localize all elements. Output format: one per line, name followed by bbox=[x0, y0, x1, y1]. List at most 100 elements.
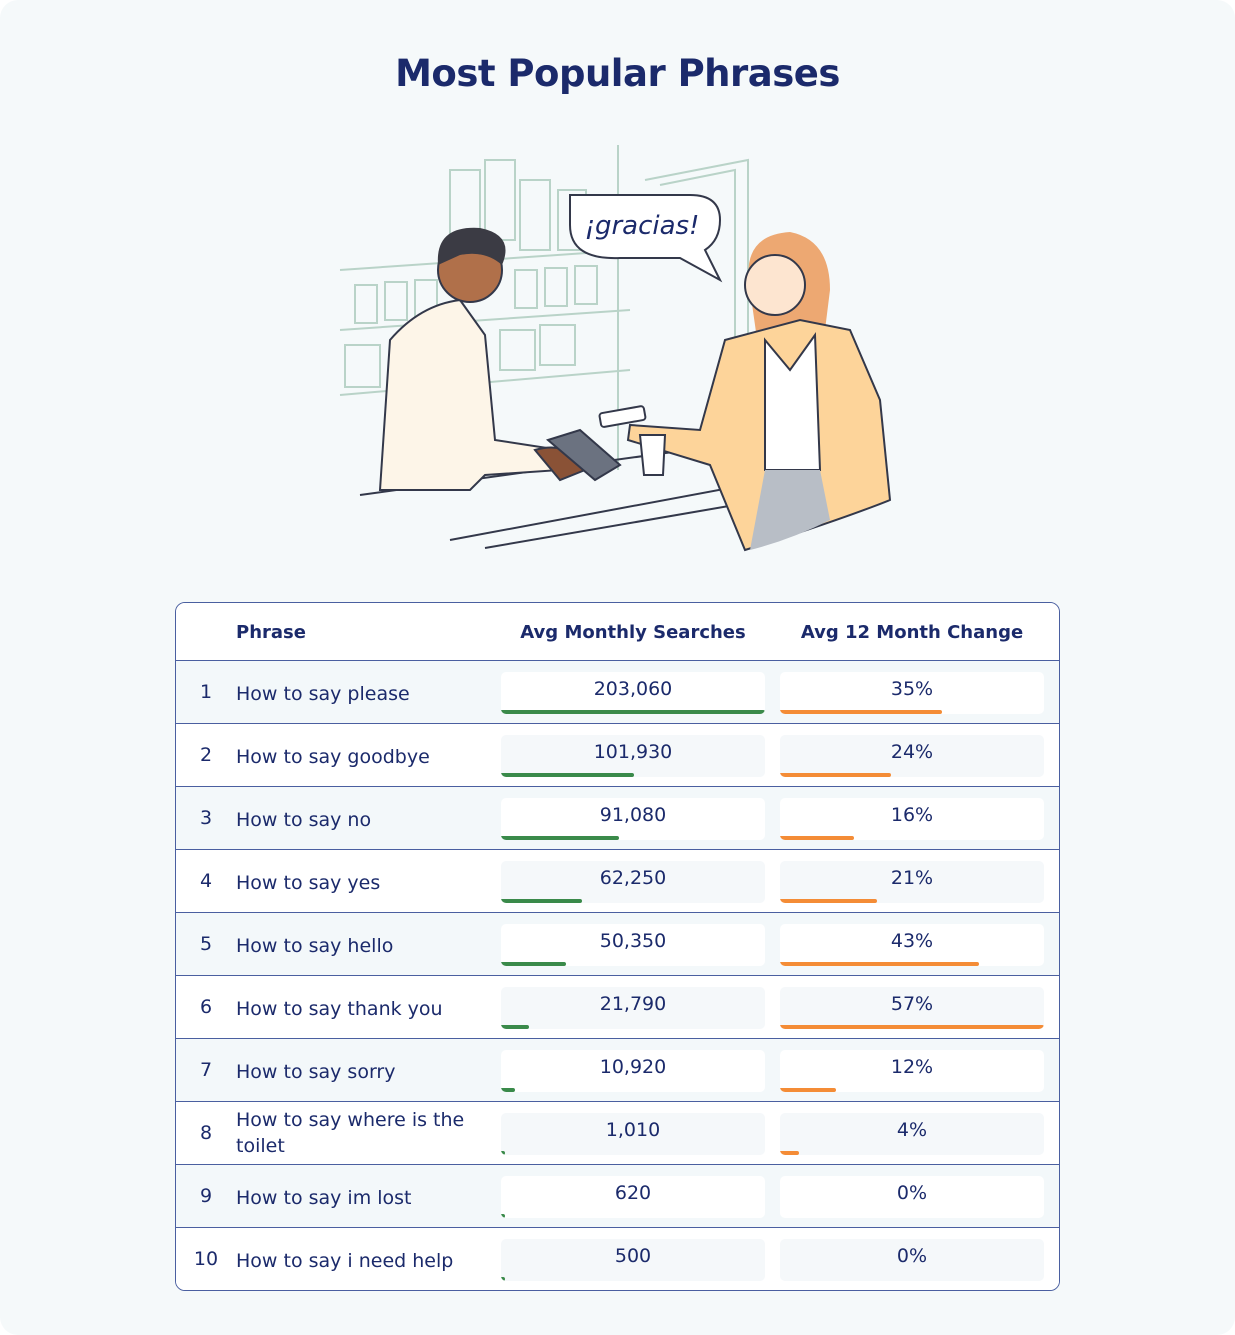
searches-value: 1,010 bbox=[605, 1119, 661, 1141]
change-cell: 57% bbox=[780, 987, 1044, 1029]
cashier-figure bbox=[378, 227, 587, 491]
searches-bar bbox=[501, 899, 582, 903]
table-header: Phrase Avg Monthly Searches Avg 12 Month… bbox=[176, 603, 1059, 661]
rank: 4 bbox=[199, 870, 213, 892]
change-cell: 16% bbox=[780, 798, 1044, 840]
change-value: 4% bbox=[896, 1119, 928, 1141]
change-bar bbox=[780, 1025, 1044, 1029]
table-row: 1 How to say please 203,060 35% bbox=[176, 661, 1059, 724]
change-cell: 12% bbox=[780, 1050, 1044, 1092]
table-row: 5 How to say hello 50,350 43% bbox=[176, 913, 1059, 976]
change-cell: 4% bbox=[780, 1113, 1044, 1155]
searches-cell: 50,350 bbox=[501, 924, 765, 966]
searches-cell: 91,080 bbox=[501, 798, 765, 840]
phrase: How to say i need help bbox=[236, 1250, 454, 1272]
change-value: 21% bbox=[890, 867, 934, 889]
rank: 5 bbox=[199, 933, 213, 955]
searches-value: 10,920 bbox=[599, 1056, 667, 1078]
change-cell: 35% bbox=[780, 672, 1044, 714]
rank: 10 bbox=[193, 1248, 219, 1270]
searches-bar bbox=[501, 1025, 530, 1029]
searches-cell: 500 bbox=[501, 1239, 765, 1281]
rank: 2 bbox=[199, 744, 213, 766]
change-value: 24% bbox=[890, 741, 934, 763]
change-cell: 24% bbox=[780, 735, 1044, 777]
header-change: Avg 12 Month Change bbox=[800, 622, 1024, 643]
phrase: How to say yes bbox=[236, 872, 381, 894]
searches-cell: 101,930 bbox=[501, 735, 765, 777]
change-value: 57% bbox=[890, 993, 934, 1015]
searches-bar bbox=[501, 1214, 505, 1218]
searches-bar bbox=[501, 962, 567, 966]
change-bar bbox=[780, 836, 855, 840]
searches-value: 203,060 bbox=[593, 678, 673, 700]
phrase: How to say im lost bbox=[236, 1187, 412, 1209]
table-row: 8 How to say where is the toilet 1,010 4% bbox=[176, 1102, 1059, 1165]
searches-value: 50,350 bbox=[599, 930, 667, 952]
rank: 3 bbox=[199, 807, 213, 829]
speech-bubble-text: ¡gracias! bbox=[585, 211, 700, 241]
table-row: 7 How to say sorry 10,920 12% bbox=[176, 1039, 1059, 1102]
phrase: How to say hello bbox=[236, 935, 394, 957]
change-cell: 21% bbox=[780, 861, 1044, 903]
header-phrase: Phrase bbox=[236, 622, 306, 643]
searches-bar bbox=[501, 710, 765, 714]
change-bar bbox=[780, 1088, 836, 1092]
rank: 1 bbox=[199, 681, 213, 703]
cafe-payment-illustration: ¡gracias! bbox=[339, 145, 892, 552]
speech-bubble: ¡gracias! bbox=[568, 194, 723, 283]
table-row: 10 How to say i need help 500 0% bbox=[176, 1228, 1059, 1290]
searches-bar bbox=[501, 1277, 505, 1281]
change-bar bbox=[780, 710, 943, 714]
phrases-table: Phrase Avg Monthly Searches Avg 12 Month… bbox=[175, 602, 1060, 1291]
change-bar bbox=[780, 1151, 799, 1155]
rank: 8 bbox=[199, 1122, 213, 1144]
rank: 9 bbox=[199, 1185, 213, 1207]
searches-value: 500 bbox=[614, 1245, 652, 1267]
phrase: How to say no bbox=[236, 809, 372, 831]
searches-cell: 620 bbox=[501, 1176, 765, 1218]
change-value: 43% bbox=[890, 930, 934, 952]
customer-figure bbox=[598, 232, 892, 552]
card-terminal bbox=[545, 428, 622, 482]
phrase: How to say thank you bbox=[236, 998, 443, 1020]
change-bar bbox=[780, 899, 878, 903]
phrase: How to say where is the toilet bbox=[236, 1109, 465, 1157]
table-row: 6 How to say thank you 21,790 57% bbox=[176, 976, 1059, 1039]
change-cell: 43% bbox=[780, 924, 1044, 966]
rank: 6 bbox=[199, 996, 213, 1018]
rank: 7 bbox=[199, 1059, 213, 1081]
searches-value: 620 bbox=[614, 1182, 652, 1204]
searches-cell: 10,920 bbox=[501, 1050, 765, 1092]
change-value: 0% bbox=[896, 1182, 928, 1204]
page-title: Most Popular Phrases bbox=[395, 52, 840, 95]
searches-bar bbox=[501, 773, 634, 777]
table-row: 3 How to say no 91,080 16% bbox=[176, 787, 1059, 850]
searches-bar bbox=[501, 1088, 516, 1092]
searches-value: 62,250 bbox=[599, 867, 667, 889]
searches-cell: 62,250 bbox=[501, 861, 765, 903]
searches-bar bbox=[501, 1151, 505, 1155]
change-value: 12% bbox=[890, 1056, 934, 1078]
change-value: 35% bbox=[890, 678, 934, 700]
phrase: How to say sorry bbox=[236, 1061, 396, 1083]
change-cell: 0% bbox=[780, 1176, 1044, 1218]
phrase: How to say goodbye bbox=[236, 746, 430, 768]
searches-value: 91,080 bbox=[599, 804, 667, 826]
searches-bar bbox=[501, 836, 620, 840]
phrase: How to say please bbox=[236, 683, 410, 705]
searches-value: 21,790 bbox=[599, 993, 667, 1015]
header-searches: Avg Monthly Searches bbox=[520, 622, 746, 643]
change-bar bbox=[780, 773, 892, 777]
change-bar bbox=[780, 962, 980, 966]
change-value: 0% bbox=[896, 1245, 928, 1267]
searches-cell: 203,060 bbox=[501, 672, 765, 714]
table-row: 4 How to say yes 62,250 21% bbox=[176, 850, 1059, 913]
table-row: 2 How to say goodbye 101,930 24% bbox=[176, 724, 1059, 787]
searches-cell: 21,790 bbox=[501, 987, 765, 1029]
searches-value: 101,930 bbox=[593, 741, 673, 763]
change-value: 16% bbox=[890, 804, 934, 826]
table-row: 9 How to say im lost 620 0% bbox=[176, 1165, 1059, 1228]
change-cell: 0% bbox=[780, 1239, 1044, 1281]
